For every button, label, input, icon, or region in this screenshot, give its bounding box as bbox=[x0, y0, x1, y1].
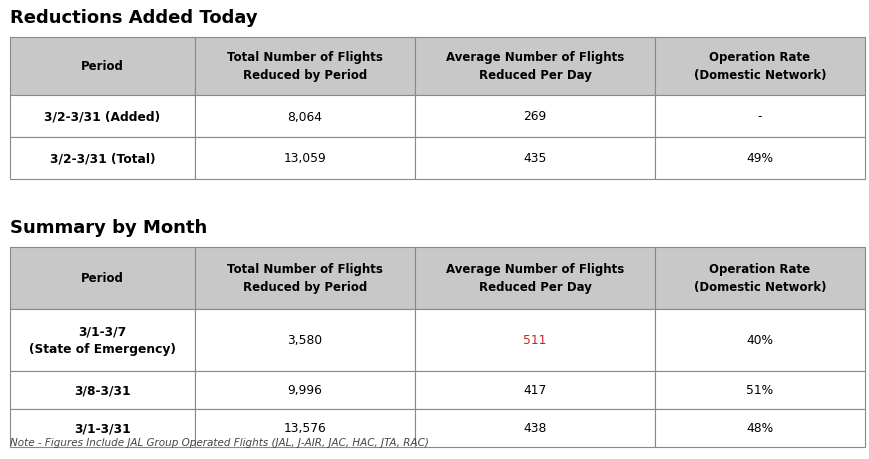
Bar bbox=[10, 96, 195, 138]
Text: 51%: 51% bbox=[746, 384, 773, 397]
Text: Operation Rate
(Domestic Network): Operation Rate (Domestic Network) bbox=[693, 263, 826, 294]
Bar bbox=[10, 138, 195, 179]
Bar bbox=[654, 247, 864, 309]
Bar bbox=[415, 38, 654, 96]
Text: 417: 417 bbox=[523, 384, 546, 397]
Text: 435: 435 bbox=[523, 152, 546, 165]
Bar bbox=[415, 409, 654, 447]
Text: Note - Figures Include JAL Group Operated Flights (JAL, J-AIR, JAC, HAC, JTA, RA: Note - Figures Include JAL Group Operate… bbox=[10, 437, 428, 447]
Bar bbox=[10, 38, 195, 96]
Text: Period: Period bbox=[81, 61, 123, 73]
Bar bbox=[195, 409, 415, 447]
Text: 3/1-3/7
(State of Emergency): 3/1-3/7 (State of Emergency) bbox=[29, 325, 176, 356]
Bar bbox=[10, 409, 195, 447]
Bar bbox=[10, 309, 195, 371]
Text: -: - bbox=[757, 110, 761, 123]
Bar bbox=[654, 409, 864, 447]
Bar bbox=[415, 247, 654, 309]
Text: Reductions Added Today: Reductions Added Today bbox=[10, 9, 257, 27]
Text: 49%: 49% bbox=[746, 152, 773, 165]
Bar bbox=[195, 138, 415, 179]
Bar bbox=[654, 309, 864, 371]
Text: 40%: 40% bbox=[746, 334, 773, 347]
Bar bbox=[415, 138, 654, 179]
Text: Total Number of Flights
Reduced by Period: Total Number of Flights Reduced by Perio… bbox=[227, 51, 382, 82]
Text: 511: 511 bbox=[523, 334, 546, 347]
Text: 269: 269 bbox=[523, 110, 546, 123]
Bar bbox=[195, 309, 415, 371]
Text: Total Number of Flights
Reduced by Period: Total Number of Flights Reduced by Perio… bbox=[227, 263, 382, 294]
Text: 13,059: 13,059 bbox=[283, 152, 326, 165]
Text: 9,996: 9,996 bbox=[288, 384, 322, 397]
Bar bbox=[195, 371, 415, 409]
Bar bbox=[10, 247, 195, 309]
Text: 3/2-3/31 (Total): 3/2-3/31 (Total) bbox=[50, 152, 155, 165]
Text: 3/8-3/31: 3/8-3/31 bbox=[74, 384, 130, 397]
Bar bbox=[195, 38, 415, 96]
Text: Operation Rate
(Domestic Network): Operation Rate (Domestic Network) bbox=[693, 51, 826, 82]
Bar bbox=[195, 96, 415, 138]
Bar bbox=[415, 309, 654, 371]
Text: 8,064: 8,064 bbox=[287, 110, 322, 123]
Text: Average Number of Flights
Reduced Per Day: Average Number of Flights Reduced Per Da… bbox=[445, 263, 623, 294]
Bar bbox=[654, 138, 864, 179]
Text: Period: Period bbox=[81, 272, 123, 285]
Bar bbox=[415, 96, 654, 138]
Bar bbox=[10, 371, 195, 409]
Bar bbox=[195, 247, 415, 309]
Text: 13,576: 13,576 bbox=[283, 421, 326, 435]
Text: 3,580: 3,580 bbox=[287, 334, 322, 347]
Text: 3/2-3/31 (Added): 3/2-3/31 (Added) bbox=[44, 110, 161, 123]
Text: 48%: 48% bbox=[746, 421, 773, 435]
Bar bbox=[654, 38, 864, 96]
Text: Average Number of Flights
Reduced Per Day: Average Number of Flights Reduced Per Da… bbox=[445, 51, 623, 82]
Text: 438: 438 bbox=[523, 421, 546, 435]
Text: Summary by Month: Summary by Month bbox=[10, 218, 207, 236]
Bar bbox=[415, 371, 654, 409]
Bar bbox=[654, 96, 864, 138]
Bar bbox=[654, 371, 864, 409]
Text: 3/1-3/31: 3/1-3/31 bbox=[74, 421, 130, 435]
